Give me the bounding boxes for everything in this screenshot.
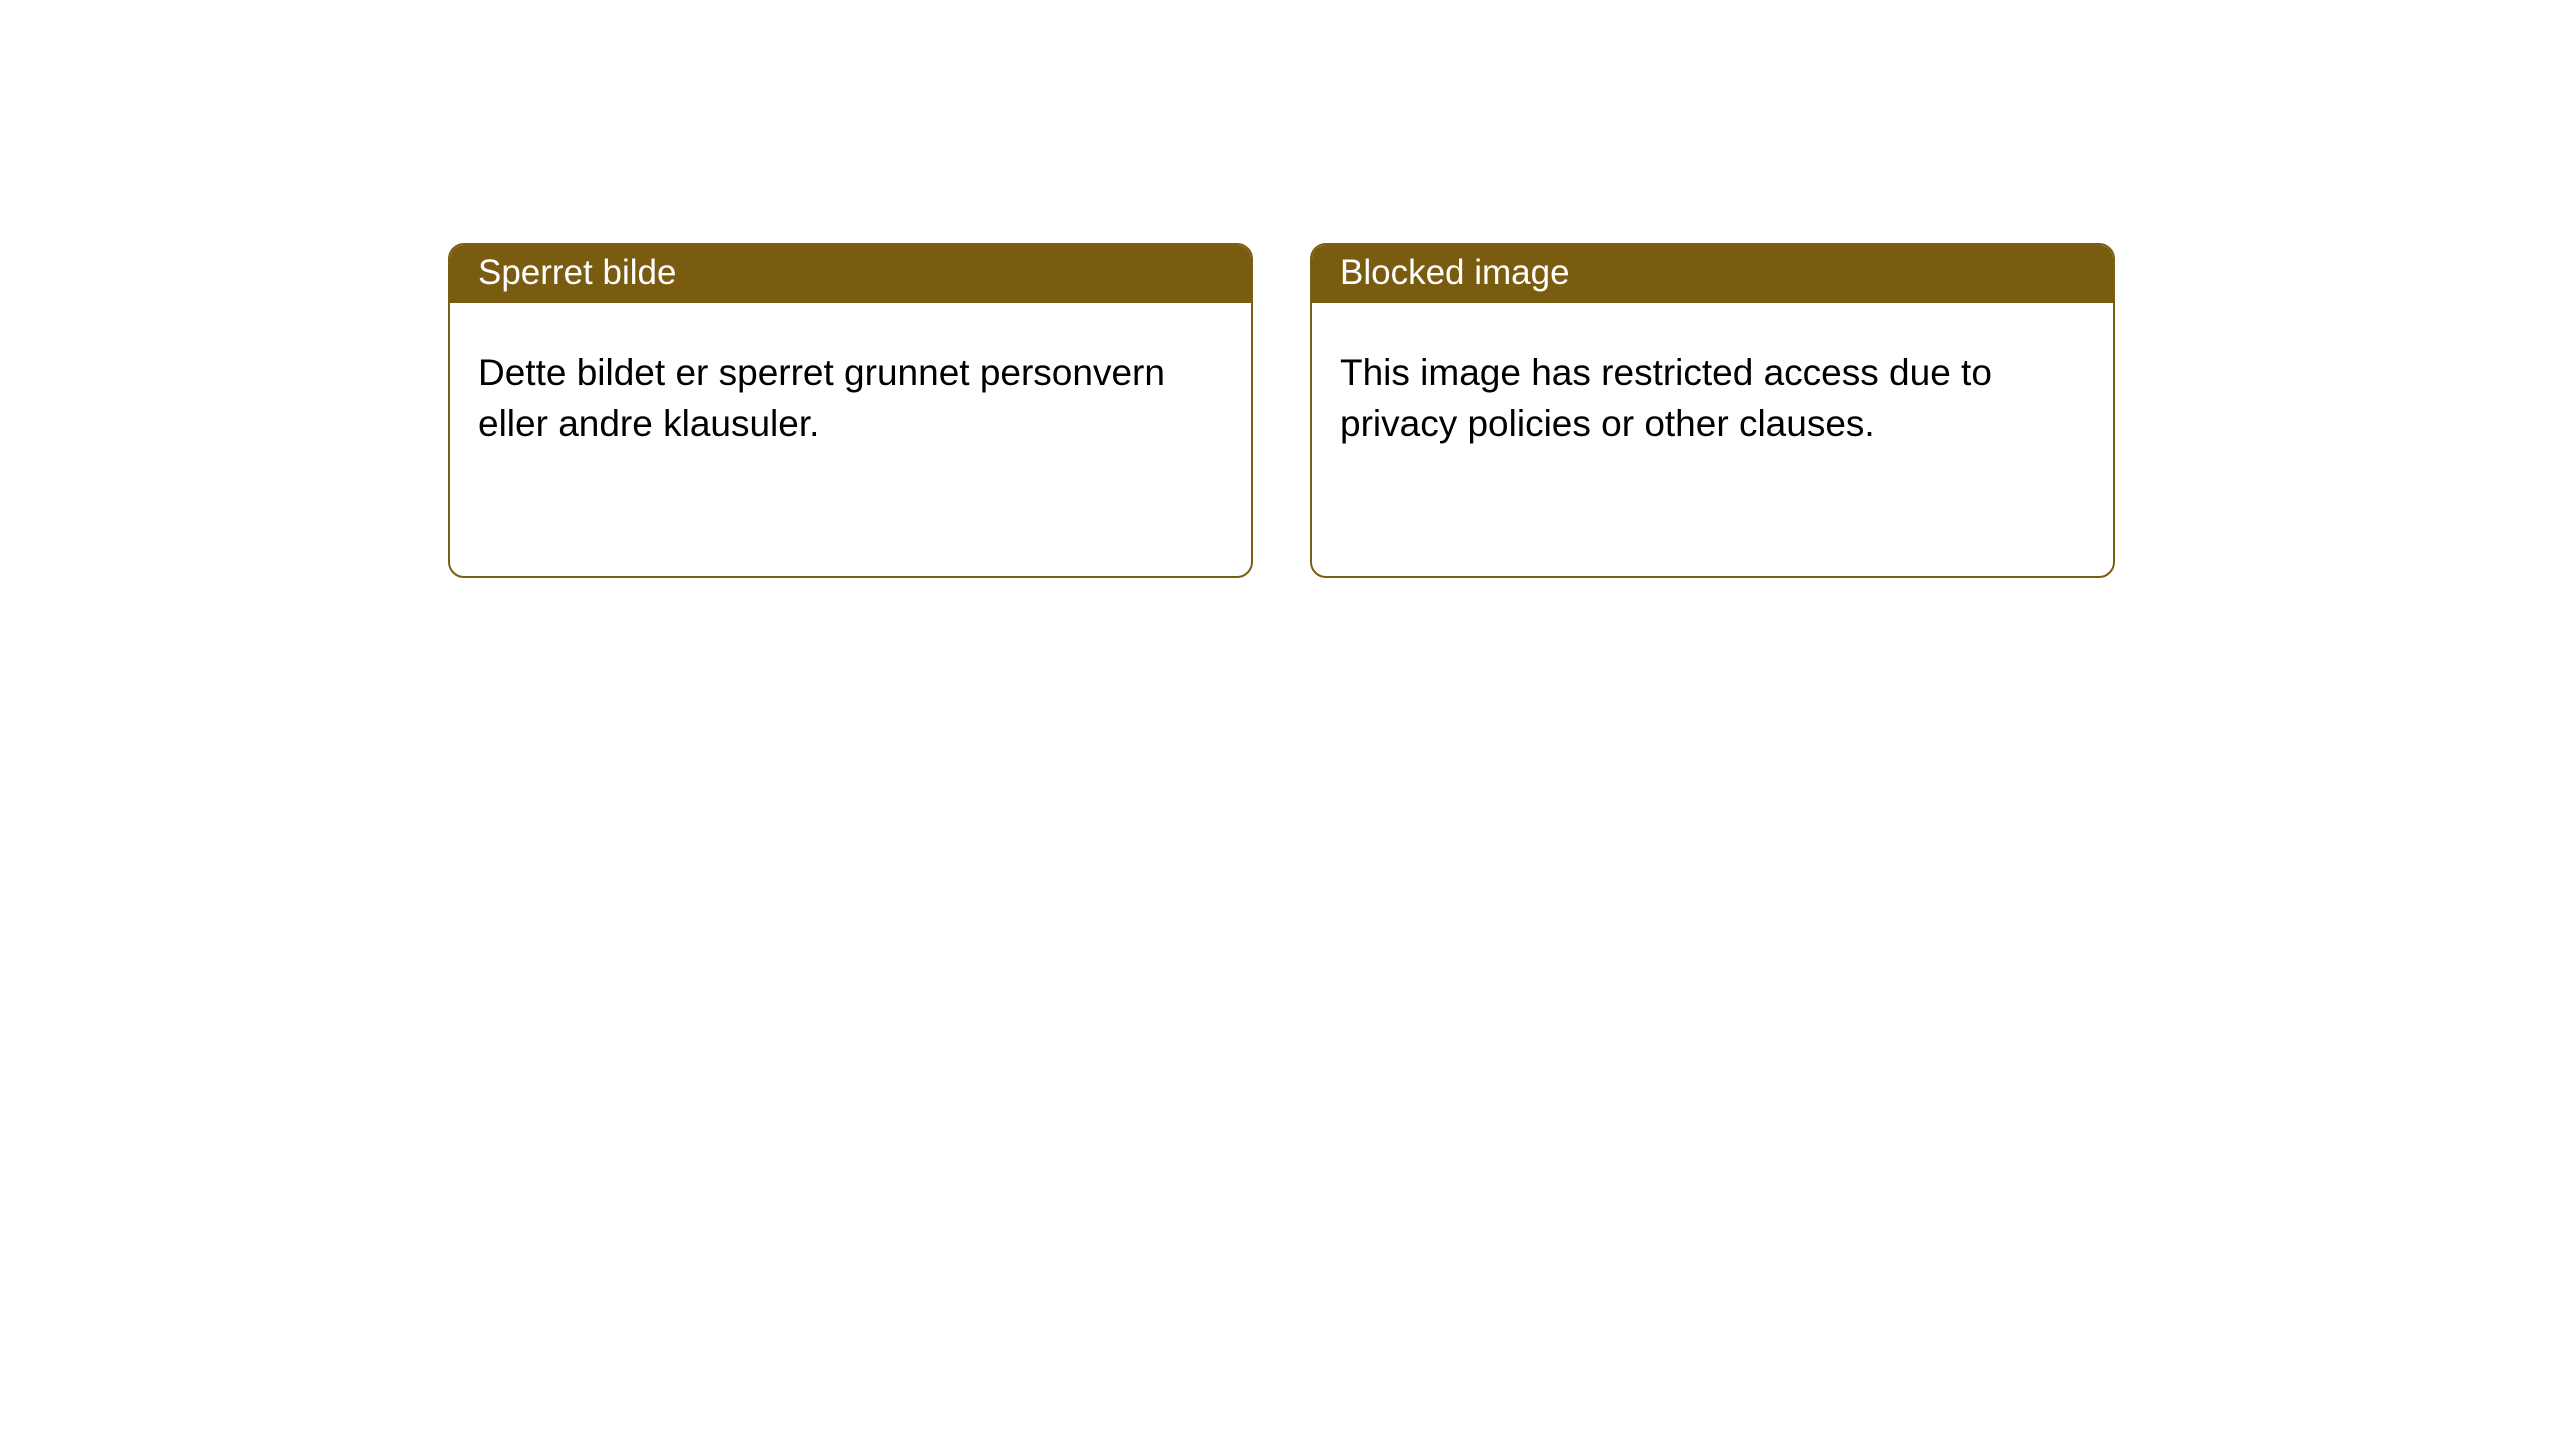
notice-header: Sperret bilde [450, 245, 1251, 303]
notice-body: This image has restricted access due to … [1312, 303, 2113, 477]
notice-title: Sperret bilde [478, 253, 676, 292]
notice-body-text: Dette bildet er sperret grunnet personve… [478, 352, 1165, 444]
notice-title: Blocked image [1340, 253, 1570, 292]
notices-container: Sperret bilde Dette bildet er sperret gr… [448, 243, 2560, 578]
notice-body-text: This image has restricted access due to … [1340, 352, 1992, 444]
notice-header: Blocked image [1312, 245, 2113, 303]
notice-card-english: Blocked image This image has restricted … [1310, 243, 2115, 578]
notice-card-norwegian: Sperret bilde Dette bildet er sperret gr… [448, 243, 1253, 578]
notice-body: Dette bildet er sperret grunnet personve… [450, 303, 1251, 477]
